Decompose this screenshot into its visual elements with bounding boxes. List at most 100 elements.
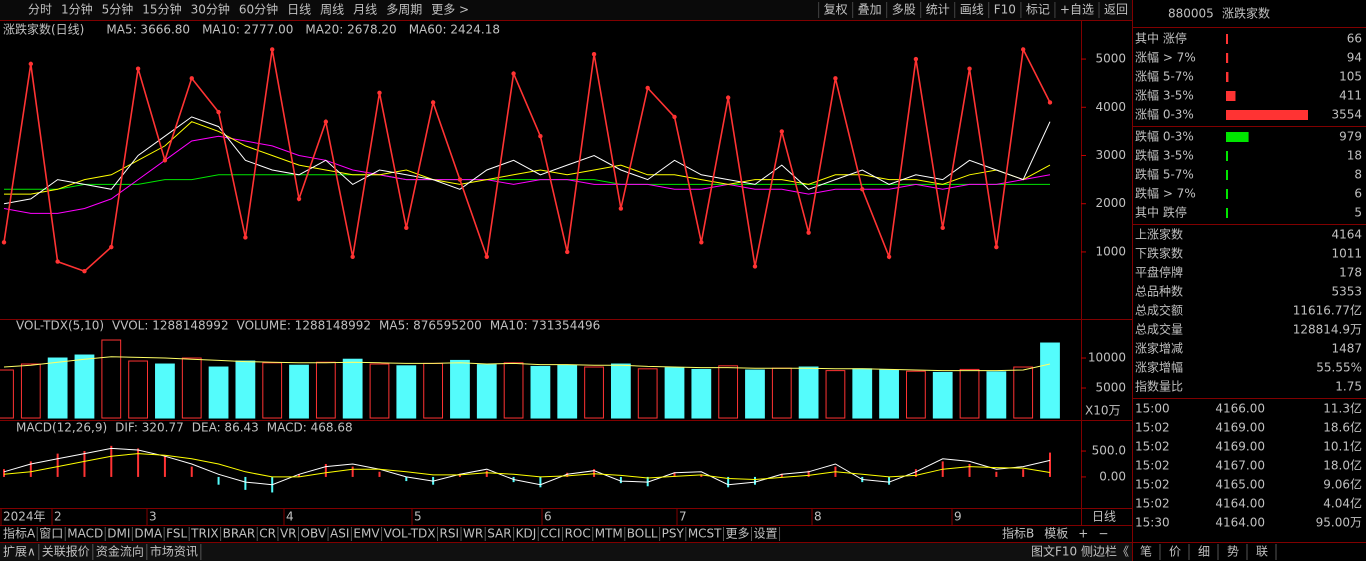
- period-tab[interactable]: 5分钟: [102, 2, 134, 17]
- indicator-tab[interactable]: DMI: [107, 527, 130, 541]
- indicator-tab[interactable]: EMV: [353, 527, 380, 541]
- breadth-value: 66: [1347, 32, 1362, 46]
- indicator-tab[interactable]: MACD: [67, 527, 103, 541]
- side-tab[interactable]: 联: [1256, 545, 1268, 559]
- side-tab[interactable]: 笔: [1140, 544, 1152, 559]
- indicator-tab[interactable]: VR: [280, 527, 297, 541]
- indicator-tab[interactable]: FSL: [166, 527, 187, 541]
- volume-bar: [986, 371, 1007, 419]
- tick-volume: 18.0亿: [1323, 458, 1362, 473]
- breadth-bar: [1226, 53, 1229, 63]
- top-bar: [0, 0, 1132, 20]
- summary-value: 1487: [1331, 342, 1362, 356]
- indicator-tab[interactable]: 更多: [726, 527, 750, 541]
- summary-value: 4164: [1331, 228, 1362, 242]
- data-point: [135, 66, 141, 71]
- status-tab[interactable]: 市场资讯: [150, 544, 198, 559]
- indicator-tab[interactable]: BOLL: [627, 527, 658, 541]
- data-point: [618, 206, 624, 211]
- period-tab[interactable]: 更多 >: [431, 3, 469, 17]
- period-label: 日线: [1092, 510, 1116, 524]
- indicator-tab[interactable]: OBV: [301, 527, 327, 541]
- breadth-bar: [1226, 91, 1236, 101]
- indicator-tab[interactable]: SAR: [487, 527, 511, 541]
- tool-button[interactable]: 多股: [892, 3, 916, 17]
- indicator-tab[interactable]: ASI: [330, 527, 349, 541]
- indicator-tab[interactable]: DMA: [134, 527, 163, 541]
- data-point: [323, 119, 329, 124]
- volume-bar: [664, 367, 685, 419]
- period-tab[interactable]: 1分钟: [61, 2, 93, 17]
- indicator-tab[interactable]: 指标A: [3, 526, 36, 541]
- indicator-tab[interactable]: KDJ: [516, 527, 537, 541]
- indicator-tab[interactable]: BRAR: [223, 527, 256, 541]
- breadth-bar: [1226, 151, 1228, 161]
- volume-bar: [450, 359, 470, 419]
- indicator-tab[interactable]: TRIX: [190, 527, 218, 541]
- indicator-tab[interactable]: CR: [259, 527, 276, 541]
- volume-bar: [262, 362, 283, 419]
- breadth-value: 105: [1339, 70, 1362, 84]
- tick-time: 15:30: [1135, 516, 1170, 530]
- volume-bar: [47, 357, 68, 419]
- breadth-value: 979: [1339, 130, 1362, 144]
- date-label: 7: [679, 510, 687, 524]
- volume-bar: [691, 368, 712, 419]
- indicator-tab[interactable]: 指标B: [1002, 526, 1034, 541]
- indicator-tab[interactable]: CCI: [540, 527, 560, 541]
- volume-bar: [932, 371, 953, 419]
- indicator-tab[interactable]: ROC: [565, 527, 591, 541]
- tool-button[interactable]: 叠加: [858, 3, 882, 17]
- indicator-tab[interactable]: WR: [463, 527, 483, 541]
- data-point: [430, 100, 436, 105]
- indicator-tab[interactable]: RSI: [440, 527, 460, 541]
- side-tab[interactable]: 价: [1169, 545, 1181, 559]
- summary-label: 涨家增减: [1135, 341, 1183, 356]
- volume-bar: [289, 364, 309, 419]
- indicator-tab[interactable]: VOL-TDX: [384, 527, 436, 541]
- period-tab[interactable]: 30分钟: [191, 2, 230, 17]
- indicator-tab[interactable]: −: [1098, 527, 1108, 541]
- period-tab[interactable]: 日线: [287, 3, 311, 17]
- tick-volume: 18.6亿: [1323, 420, 1362, 435]
- status-right[interactable]: 图文F10 侧边栏《: [1031, 544, 1129, 559]
- indicator-tab[interactable]: 窗口: [39, 527, 63, 541]
- tool-button[interactable]: 标记: [1026, 3, 1050, 17]
- panel-title: 涨跌家数(日线): [3, 22, 84, 37]
- side-tab[interactable]: 细: [1198, 545, 1210, 559]
- legend-entry: MACD: 468.68: [267, 421, 353, 435]
- main-line: [3, 46, 1051, 273]
- status-tab[interactable]: 关联报价: [42, 544, 90, 559]
- summary-label: 指数量比: [1135, 379, 1183, 394]
- indicator-tab[interactable]: PSY: [662, 527, 685, 541]
- tool-button[interactable]: +自选: [1060, 3, 1094, 17]
- period-tab[interactable]: 分时: [28, 3, 52, 17]
- period-tab[interactable]: 15分钟: [142, 2, 181, 17]
- date-label: 2: [54, 510, 62, 524]
- ma-line: [4, 174, 1050, 190]
- side-tab[interactable]: 势: [1227, 545, 1239, 559]
- tool-button[interactable]: 统计: [926, 3, 950, 17]
- tool-button[interactable]: 画线: [960, 3, 984, 17]
- indicator-tab[interactable]: 模板: [1044, 527, 1068, 541]
- tool-button[interactable]: 返回: [1104, 3, 1128, 17]
- period-tab[interactable]: 多周期: [386, 3, 422, 17]
- volume-bar: [557, 364, 578, 419]
- data-point: [886, 254, 892, 259]
- tick-time: 15:02: [1135, 421, 1170, 435]
- date-label: 5: [414, 510, 422, 524]
- indicator-tab[interactable]: MCST: [688, 527, 722, 541]
- indicator-tab[interactable]: 设置: [754, 527, 778, 541]
- period-tab[interactable]: 周线: [320, 3, 344, 17]
- data-point: [591, 52, 597, 57]
- volume-bar: [825, 370, 846, 419]
- indicator-tab[interactable]: +: [1078, 527, 1088, 541]
- tool-button[interactable]: 复权: [824, 3, 848, 17]
- period-tab[interactable]: 60分钟: [239, 2, 278, 17]
- tool-button[interactable]: F10: [994, 3, 1016, 17]
- period-tab[interactable]: 月线: [353, 3, 377, 17]
- indicator-tab[interactable]: MTM: [595, 527, 623, 541]
- status-tab[interactable]: 扩展∧: [3, 545, 36, 559]
- status-tab[interactable]: 资金流向: [96, 544, 144, 559]
